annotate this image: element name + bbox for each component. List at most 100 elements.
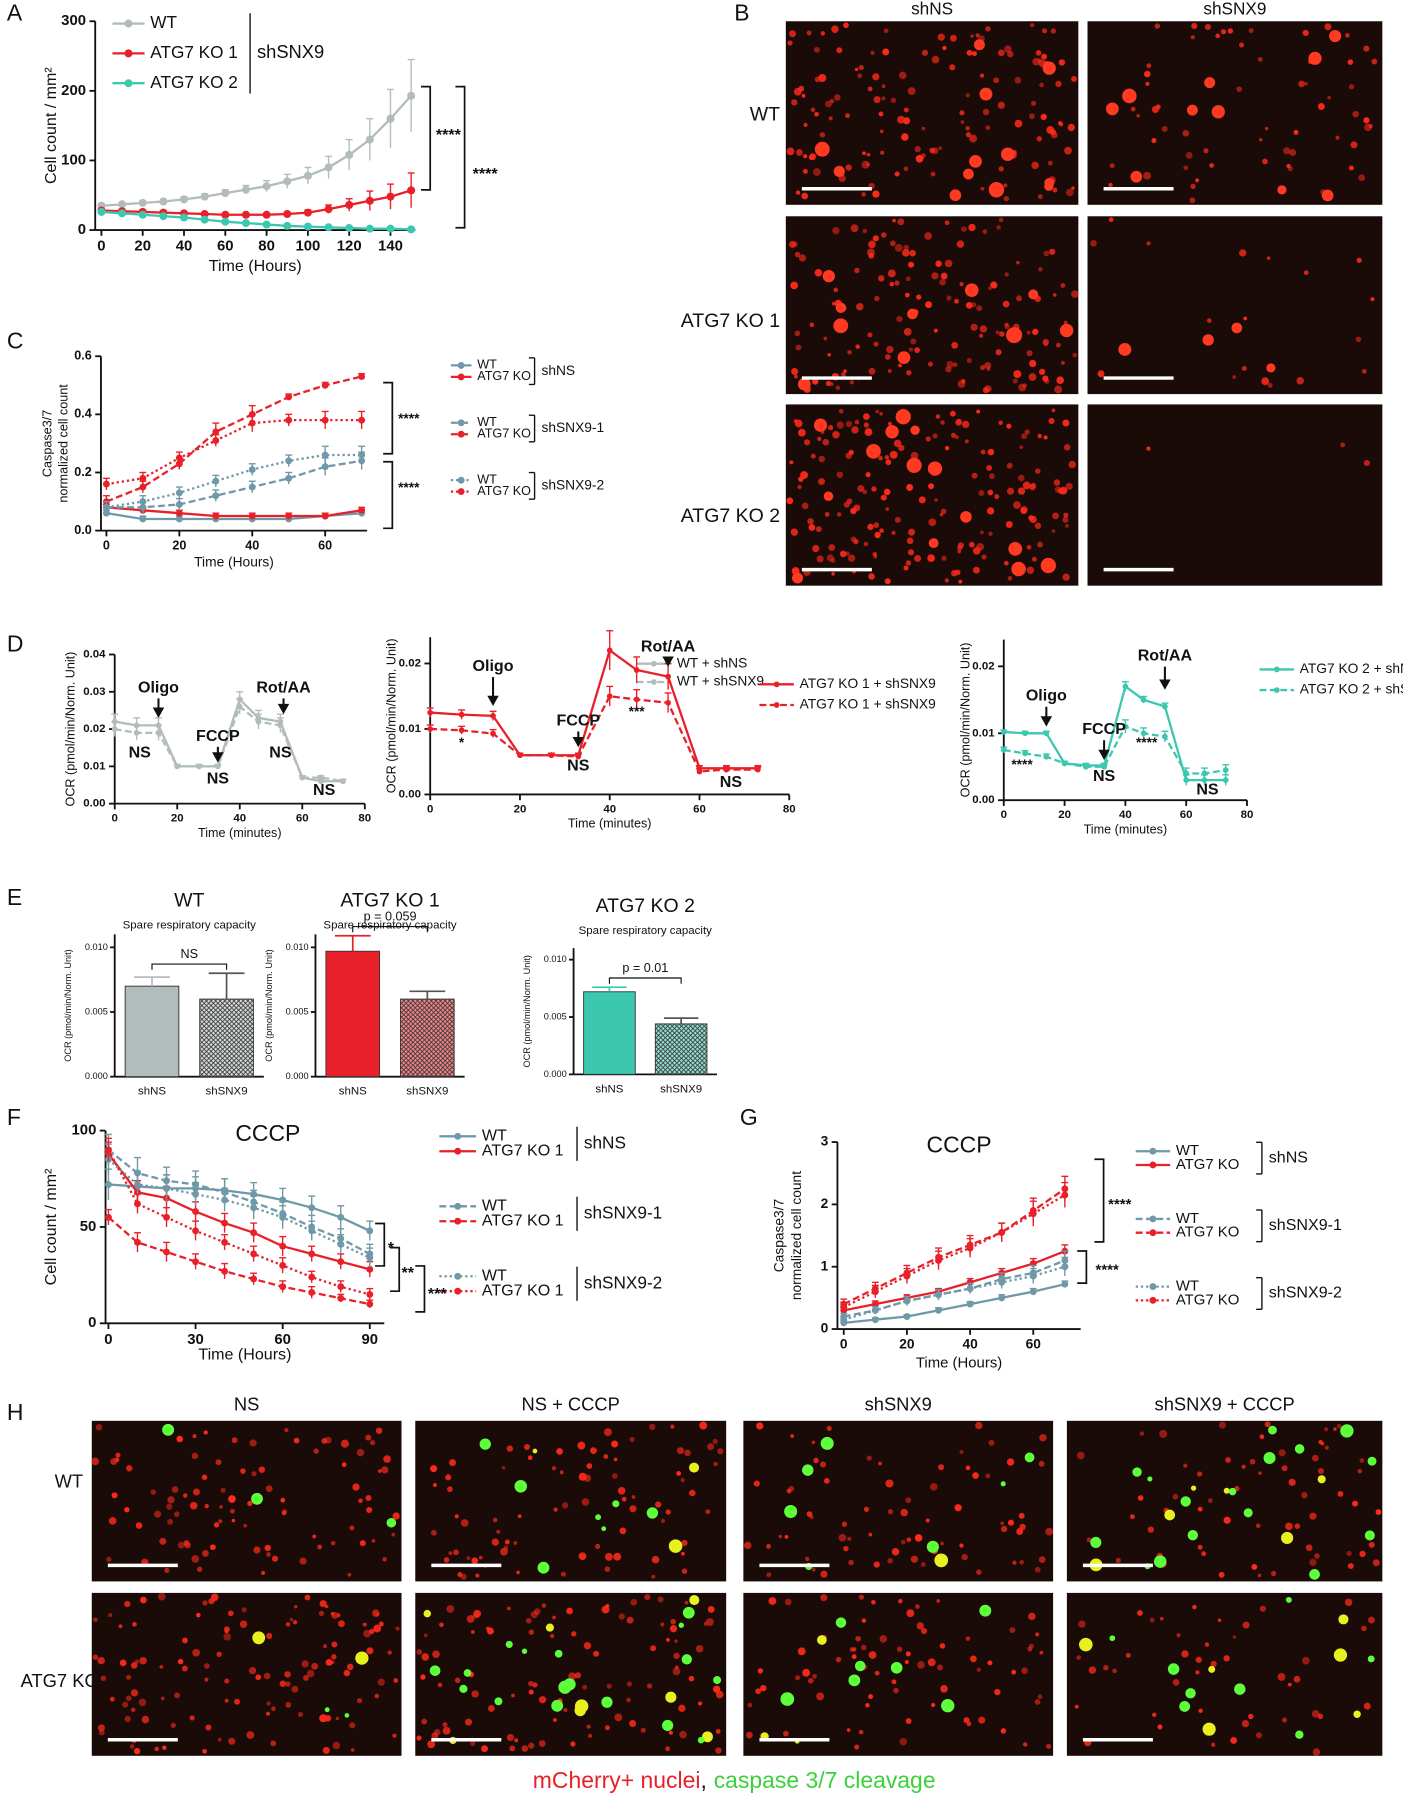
- data-point: [105, 1181, 112, 1188]
- legend-marker: [1149, 1147, 1157, 1155]
- nucleus: [965, 1636, 971, 1641]
- nucleus: [858, 1729, 864, 1735]
- nucleus: [868, 240, 876, 249]
- bright-cell: [797, 377, 811, 391]
- data-point: [285, 457, 293, 465]
- nucleus: [122, 1701, 129, 1708]
- nucleus: [1348, 165, 1354, 171]
- nucleus: [873, 522, 880, 528]
- data-point: [696, 768, 703, 775]
- nucleus: [925, 301, 932, 309]
- nucleus: [1026, 544, 1032, 550]
- nucleus: [1304, 81, 1308, 86]
- nucleus: [918, 496, 926, 504]
- nucleus: [985, 125, 991, 131]
- nucleus: [1039, 1650, 1044, 1655]
- apoptotic-cell: [854, 1660, 866, 1672]
- nucleus: [568, 1672, 577, 1681]
- nucleus: [790, 528, 798, 536]
- nucleus: [1195, 1670, 1200, 1675]
- nucleus: [1056, 342, 1061, 348]
- nucleus: [1052, 293, 1057, 297]
- arrow-head: [662, 656, 674, 667]
- nucleus: [496, 1529, 501, 1534]
- row-label: WT: [55, 1471, 84, 1492]
- bright-cell: [833, 165, 845, 178]
- data-point: [277, 722, 284, 729]
- apoptotic-cell: [1153, 1555, 1167, 1568]
- x-tick-label: 90: [361, 1332, 378, 1348]
- nucleus: [872, 190, 880, 198]
- apoptotic-cell: [514, 1480, 528, 1493]
- data-point: [966, 1285, 974, 1292]
- nucleus: [863, 1506, 870, 1512]
- column-label: NS + CCCP: [522, 1394, 620, 1415]
- nucleus: [312, 1534, 317, 1539]
- micrograph: [743, 1592, 1054, 1756]
- data-point: [1029, 1210, 1037, 1218]
- nucleus: [356, 1448, 365, 1457]
- nucleus: [820, 31, 826, 36]
- apoptotic-cell: [252, 1631, 266, 1645]
- data-point: [998, 1294, 1006, 1302]
- nucleus: [874, 531, 881, 539]
- y-tick-label: 0.00: [972, 794, 994, 806]
- apoptotic-cell: [678, 1622, 684, 1628]
- nucleus: [1211, 1742, 1216, 1747]
- nucleus: [1139, 1431, 1145, 1436]
- y-axis-label: OCR (pmol/min/Norm. Unit): [522, 955, 532, 1067]
- nucleus: [359, 1540, 366, 1547]
- data-point: [285, 393, 293, 401]
- nucleus: [1034, 522, 1042, 530]
- nucleus: [794, 1675, 801, 1681]
- nucleus: [715, 1747, 722, 1754]
- bright-cell: [823, 491, 834, 501]
- nucleus: [1136, 114, 1140, 118]
- y-tick-label: 0.2: [74, 465, 92, 479]
- nucleus: [382, 1557, 387, 1562]
- nucleus: [887, 368, 892, 373]
- x-tick-label: 60: [1180, 809, 1193, 821]
- nucleus: [829, 382, 834, 386]
- data-point: [215, 763, 221, 770]
- data-point: [1082, 763, 1089, 770]
- y-tick-label: 0.010: [286, 942, 309, 952]
- nucleus: [1019, 1523, 1026, 1531]
- apoptotic-cell: [1268, 1425, 1277, 1435]
- data-point: [250, 1275, 258, 1283]
- nucleus: [966, 49, 973, 56]
- nucleus: [1031, 161, 1039, 170]
- y-tick-label: 3: [821, 1134, 829, 1149]
- apoptotic-cell: [1228, 1487, 1237, 1496]
- nucleus: [939, 512, 944, 517]
- nucleus: [864, 428, 873, 437]
- nucleus: [746, 1731, 753, 1739]
- y-tick-label: 0.01: [83, 760, 106, 772]
- y-tick-label: 0: [78, 222, 86, 238]
- nucleus: [626, 1616, 634, 1624]
- nucleus: [1040, 113, 1047, 121]
- nucleus: [192, 1434, 197, 1439]
- nucleus: [801, 502, 809, 510]
- nucleus: [1248, 28, 1254, 34]
- nucleus: [987, 489, 994, 496]
- data-point: [248, 419, 256, 427]
- nucleus: [886, 345, 894, 354]
- legend-label: ATG7 KO 2: [150, 72, 238, 92]
- bright-cell: [1011, 561, 1026, 577]
- data-point: [321, 416, 329, 424]
- nucleus: [790, 281, 799, 290]
- nucleus: [845, 420, 853, 428]
- nucleus: [1006, 1458, 1015, 1466]
- bright-cell: [1266, 363, 1276, 373]
- nucleus: [803, 154, 808, 159]
- nucleus: [202, 1550, 209, 1557]
- nucleus: [854, 1744, 860, 1750]
- data-point: [1201, 777, 1208, 783]
- apoptotic-cell: [574, 1699, 589, 1713]
- nucleus: [976, 1667, 981, 1672]
- nucleus: [931, 272, 939, 280]
- nucleus: [457, 1572, 463, 1578]
- nucleus: [1333, 1427, 1337, 1431]
- nucleus: [1052, 187, 1058, 193]
